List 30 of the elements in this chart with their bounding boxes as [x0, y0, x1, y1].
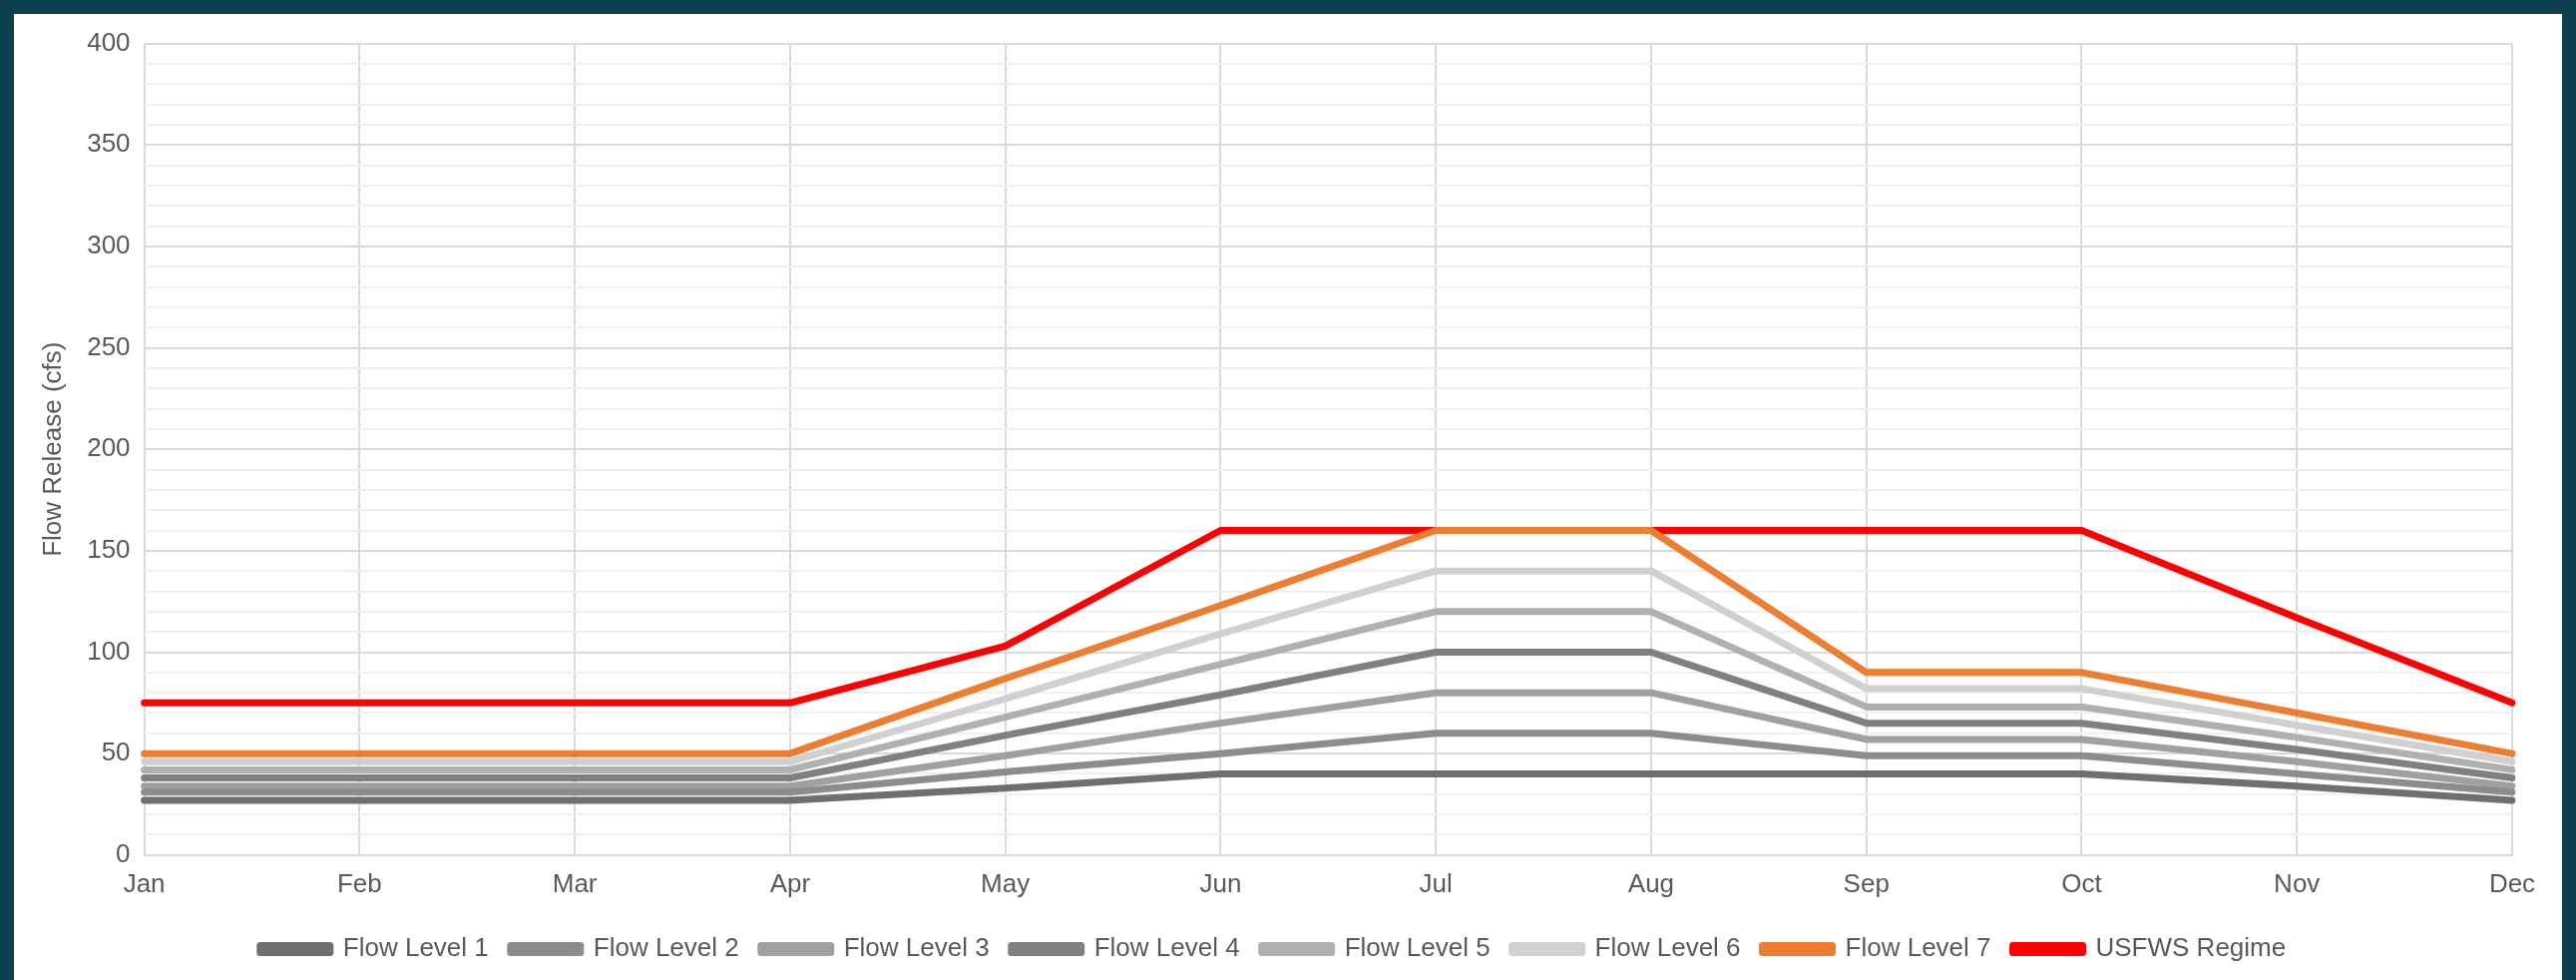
x-tick-label: Jul	[1419, 867, 1453, 898]
y-tick-label: 250	[87, 330, 131, 361]
x-tick-label: Jun	[1199, 867, 1242, 898]
legend-label: Flow Level 7	[1845, 932, 1991, 963]
y-tick-label: 300	[87, 230, 131, 260]
legend-label: Flow Level 5	[1344, 932, 1491, 963]
x-tick-label: Jan	[123, 867, 166, 898]
x-tick-label: Nov	[2274, 867, 2321, 898]
y-tick-label: 100	[87, 635, 131, 666]
x-tick-label: Sep	[1843, 867, 1890, 898]
y-tick-label: 350	[87, 128, 131, 159]
legend-label: Flow Level 4	[1093, 932, 1240, 963]
x-tick-label: Mar	[552, 867, 598, 898]
x-tick-label: May	[981, 867, 1031, 898]
legend-label: Flow Level 3	[843, 932, 990, 963]
y-tick-label: 200	[87, 432, 131, 463]
y-tick-label: 150	[87, 534, 131, 565]
y-tick-label: 0	[116, 837, 131, 868]
x-tick-label: Aug	[1627, 867, 1675, 898]
y-axis-title: Flow Release (cfs)	[36, 341, 67, 557]
x-tick-label: Apr	[769, 867, 811, 898]
x-tick-label: Feb	[336, 867, 382, 898]
legend-label: Flow Level 6	[1594, 932, 1741, 963]
y-tick-label: 400	[87, 26, 131, 57]
x-tick-label: Oct	[2061, 867, 2103, 898]
legend-label: USFWS Regime	[2095, 932, 2287, 963]
y-tick-label: 50	[101, 736, 131, 767]
legend-label: Flow Level 1	[342, 932, 489, 963]
x-tick-label: Dec	[2488, 867, 2536, 898]
legend-label: Flow Level 2	[593, 932, 739, 963]
